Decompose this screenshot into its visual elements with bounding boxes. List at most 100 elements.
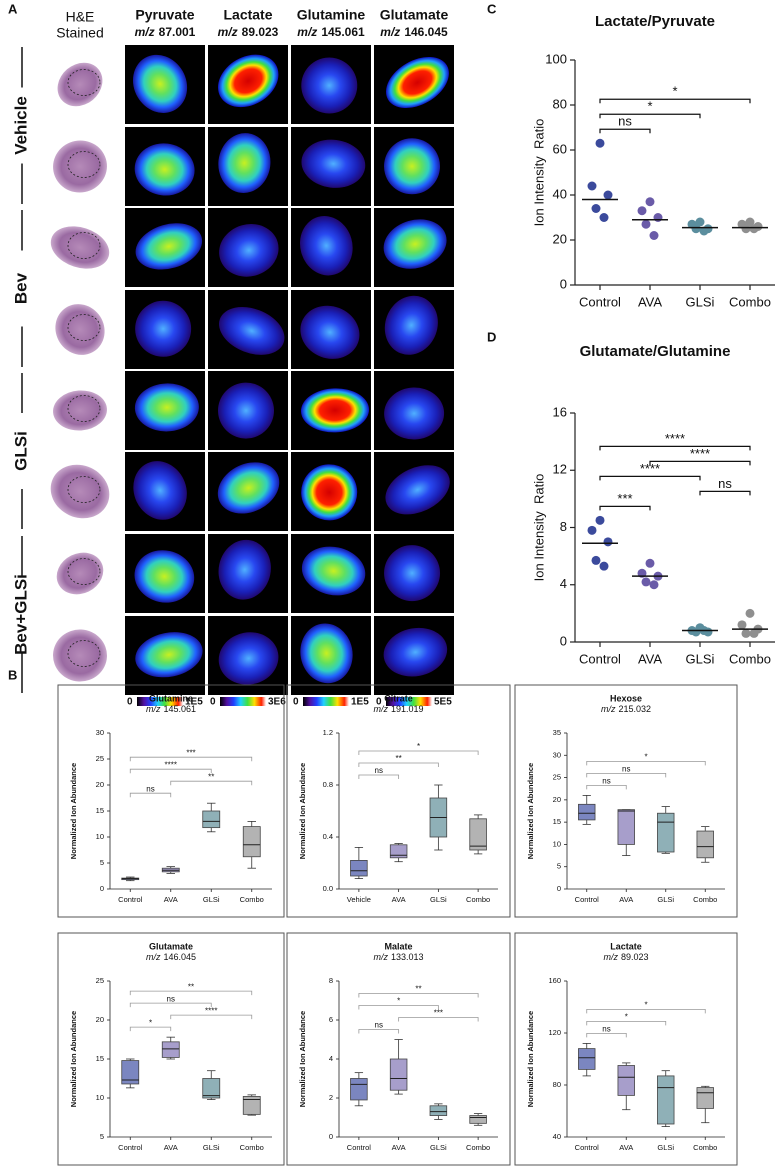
msi-signal [134,550,195,603]
y-axis-title: Normalized Ion Abundance [69,1011,78,1107]
mz-prefix: m/z [135,25,155,39]
y-tick-label: 10 [96,832,104,841]
msi-signal [301,57,358,114]
significance-label: **** [690,446,710,461]
data-point [599,561,609,571]
box [469,1115,487,1124]
box [389,1058,408,1091]
significance-bracket [398,1017,479,1022]
y-tick-label: 20 [553,231,567,246]
significance-label: ns [602,777,610,786]
significance-label: ns [375,1021,383,1030]
y-tick-label: 4 [560,576,567,591]
y-tick-label: 12 [553,462,567,477]
significance-bracket [599,475,701,481]
row-label: GLSi [11,431,30,471]
x-tick-label: AVA [619,1143,633,1152]
significance-label: ** [396,754,402,763]
chart-title: Lactate [610,941,642,951]
significance-bracket [170,1014,253,1020]
x-tick-label: GLSi [657,895,674,904]
msi-signal [135,300,192,357]
chart-title: Glutamine [149,693,193,703]
row-label: Bev+GLSi [11,574,30,655]
colorbar-high: 5E5 [434,697,452,708]
x-tick-label: Combo [466,1143,490,1152]
significance-label: ** [208,772,214,781]
panel-label: C [487,1,497,16]
colorbar [137,697,183,706]
y-tick-label: 10 [96,1093,104,1102]
box [696,830,714,859]
mz-value: 191.019 [391,704,424,714]
msi-signal [218,632,279,685]
box [617,1065,635,1096]
data-point [649,231,659,240]
data-point [595,515,605,525]
he-outline [67,640,101,667]
msi-signal [384,295,438,355]
significance-label: ns [622,765,630,774]
x-tick-label: Control [118,895,143,904]
significance-label: ** [188,982,194,991]
he-outline [67,151,101,178]
y-tick-label: 80 [553,96,567,111]
msi-signal [384,138,441,195]
data-point [645,558,655,568]
msi-signal [133,461,187,520]
y-axis-title: Normalized Ion Abundance [298,763,307,859]
chart-frame [57,684,285,918]
significance-label: * [644,1001,647,1010]
y-tick-label: 16 [553,404,567,419]
mz-value: 145.061 [321,25,365,39]
significance-label: * [397,997,400,1006]
significance-bracket [586,785,627,790]
data-point [745,217,755,227]
significance-bracket [358,750,479,755]
he-tissue [53,140,107,193]
y-tick-label: 25 [553,773,561,782]
x-tick-label: AVA [392,1143,406,1152]
colorbar-low: 0 [210,697,216,708]
column-mz: m/z 87.001 [135,25,196,39]
y-tick-label: 20 [553,795,561,804]
colorbar-high: 1E5 [351,697,369,708]
mz-prefix: m/z [373,952,388,962]
msi-signal [383,627,448,677]
msi-signal [135,632,203,678]
significance-label: **** [665,431,685,446]
y-axis-title: Normalized Ion Abundance [298,1011,307,1107]
data-point [691,627,701,637]
data-point [591,204,601,213]
msi-signal [383,219,447,269]
data-point [603,537,613,547]
significance-label: * [647,99,652,114]
chart-frame [514,684,738,918]
msi-signal [218,382,275,439]
x-tick-label: Combo [240,895,264,904]
significance-label: ns [618,114,632,129]
mz-prefix: m/z [373,704,388,714]
x-tick-label: GLSi [686,294,715,309]
significance-label: ** [415,985,421,994]
y-axis-title: Normalized Ion Abundance [526,763,535,859]
box [657,812,675,853]
mz-value: 87.001 [159,25,196,39]
row-label-bg [12,576,32,653]
he-tissue [53,629,107,682]
y-tick-label: 0 [100,884,104,893]
box [350,1078,368,1101]
significance-bracket [649,460,751,466]
msi-signal [218,539,271,600]
he-outline [67,395,101,422]
x-tick-label: Combo [466,895,490,904]
y-tick-label: 20 [96,1015,104,1024]
chart-subtitle: m/z 191.019 [373,704,423,714]
y-tick-label: 8 [560,519,567,534]
he-outline [67,476,101,503]
significance-bracket [170,780,253,786]
mz-value: 146.045 [163,952,196,962]
chart-frame [514,932,738,1166]
significance-bracket [129,1026,172,1032]
